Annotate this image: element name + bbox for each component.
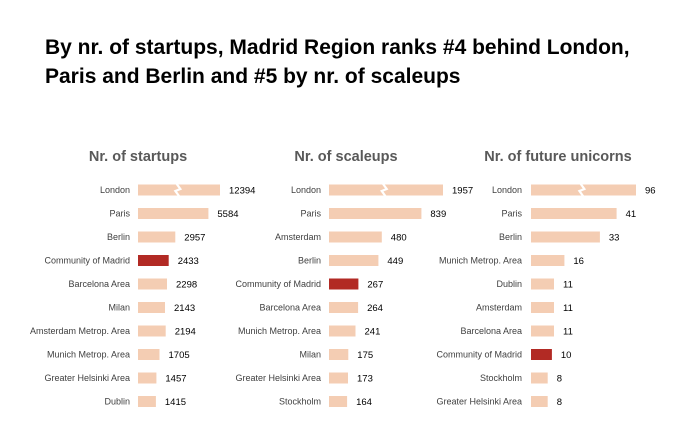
- value-label: 5584: [217, 209, 238, 220]
- value-label: 2298: [176, 280, 197, 291]
- category-label: Dublin: [496, 279, 522, 289]
- bar-highlight: [531, 349, 552, 360]
- category-label: Dublin: [104, 397, 130, 407]
- value-label: 2957: [184, 233, 205, 244]
- category-label: Community of Madrid: [235, 279, 321, 289]
- chart-title: Nr. of scaleups: [294, 149, 397, 165]
- bar: [138, 396, 156, 407]
- value-label: 33: [609, 233, 620, 244]
- category-label: London: [291, 185, 321, 195]
- category-label: Amsterdam Metrop. Area: [30, 326, 130, 336]
- category-label: London: [100, 185, 130, 195]
- category-label: Paris: [109, 209, 130, 219]
- category-label: Munich Metrop. Area: [47, 350, 130, 360]
- value-label: 164: [356, 397, 372, 408]
- category-label: Munich Metrop. Area: [439, 256, 522, 266]
- chart-title: Nr. of future unicorns: [484, 149, 631, 165]
- bar: [531, 278, 554, 290]
- value-label: 1705: [169, 350, 190, 361]
- category-label: Barcelona Area: [460, 326, 522, 336]
- category-label: Milan: [299, 350, 321, 360]
- value-label: 267: [367, 280, 383, 291]
- category-label: Munich Metrop. Area: [238, 326, 321, 336]
- bar-highlight: [329, 278, 359, 290]
- value-label: 16: [573, 256, 584, 267]
- bar: [531, 208, 617, 219]
- value-label: 12394: [229, 186, 255, 197]
- category-label: Berlin: [107, 232, 130, 242]
- bar: [138, 302, 165, 313]
- category-label: London: [492, 185, 522, 195]
- category-label: Berlin: [499, 232, 522, 242]
- value-label: 11: [563, 303, 573, 314]
- bar: [138, 278, 167, 290]
- category-label: Amsterdam: [275, 232, 321, 242]
- category-label: Amsterdam: [476, 303, 522, 313]
- bar: [138, 208, 209, 219]
- value-label: 1957: [452, 186, 473, 197]
- value-label: 175: [357, 350, 373, 361]
- value-label: 241: [365, 327, 381, 338]
- value-label: 96: [645, 186, 656, 197]
- bar: [531, 396, 548, 407]
- category-label: Stockholm: [480, 373, 522, 383]
- category-label: Paris: [501, 209, 522, 219]
- bar: [531, 325, 554, 337]
- bar: [531, 302, 554, 313]
- category-label: Community of Madrid: [44, 256, 130, 266]
- axis-break-mark: [379, 182, 389, 198]
- bar: [531, 255, 565, 266]
- bar: [329, 231, 382, 243]
- category-label: Milan: [108, 303, 130, 313]
- value-label: 2194: [175, 327, 196, 338]
- value-label: 480: [391, 233, 407, 244]
- value-label: 8: [557, 397, 562, 408]
- bar: [138, 231, 176, 243]
- value-label: 1457: [165, 374, 186, 385]
- value-label: 8: [557, 374, 562, 385]
- bar: [531, 372, 548, 384]
- value-label: 264: [367, 303, 383, 314]
- value-label: 839: [430, 209, 446, 220]
- bar: [138, 325, 166, 337]
- value-label: 10: [561, 350, 572, 361]
- category-label: Barcelona Area: [68, 279, 130, 289]
- slide-title: By nr. of startups, Madrid Region ranks …: [45, 36, 630, 88]
- value-label: 11: [563, 327, 573, 338]
- value-label: 11: [563, 280, 573, 291]
- bar: [138, 349, 160, 360]
- category-label: Berlin: [298, 256, 321, 266]
- category-label: Barcelona Area: [259, 303, 321, 313]
- bar: [329, 208, 422, 219]
- bar: [329, 255, 379, 266]
- bar: [329, 349, 349, 360]
- value-label: 173: [357, 374, 373, 385]
- bar: [329, 325, 356, 337]
- bar-highlight: [138, 255, 169, 266]
- category-label: Greater Helsinki Area: [436, 397, 522, 407]
- axis-break-mark: [173, 182, 183, 198]
- bar: [138, 372, 157, 384]
- category-label: Paris: [300, 209, 321, 219]
- category-label: Stockholm: [279, 397, 321, 407]
- value-label: 2143: [174, 303, 195, 314]
- bar: [329, 372, 348, 384]
- bar: [329, 396, 348, 407]
- category-label: Community of Madrid: [436, 350, 522, 360]
- value-label: 1415: [165, 397, 186, 408]
- axis-break-mark: [577, 182, 587, 198]
- category-label: Greater Helsinki Area: [235, 373, 321, 383]
- bar: [531, 231, 600, 243]
- value-label: 449: [387, 256, 403, 267]
- value-label: 41: [626, 209, 637, 220]
- bar: [329, 302, 359, 313]
- chart-title: Nr. of startups: [89, 149, 187, 165]
- value-label: 2433: [178, 256, 199, 267]
- category-label: Greater Helsinki Area: [44, 373, 130, 383]
